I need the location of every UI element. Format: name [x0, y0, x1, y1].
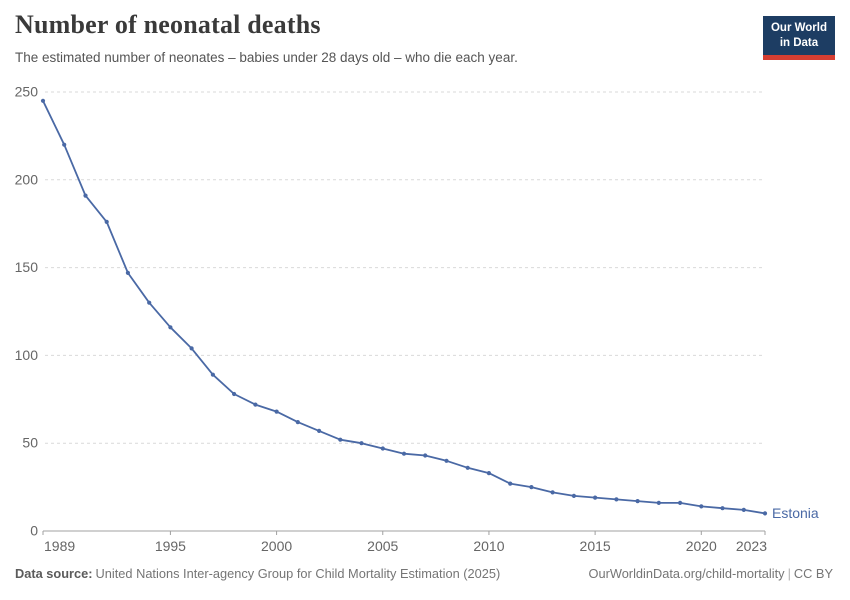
- data-point: [614, 497, 619, 502]
- data-point: [550, 490, 555, 495]
- data-point: [423, 453, 428, 458]
- data-source-text: United Nations Inter-agency Group for Ch…: [95, 566, 501, 581]
- estonia-line: [42, 100, 766, 515]
- footer-separator: |: [787, 566, 791, 581]
- data-point: [571, 493, 577, 498]
- data-point: [401, 451, 407, 456]
- owid-logo-line1: Our World: [770, 22, 827, 34]
- data-point: [635, 499, 640, 504]
- data-point: [508, 481, 513, 486]
- footer-links: OurWorldinData.org/child-mortality | CC BY: [589, 566, 833, 581]
- data-point: [444, 458, 449, 463]
- owid-logo-line2: in Data: [779, 36, 819, 49]
- y-tick-label: 250: [15, 84, 39, 100]
- chart-subtitle: The estimated number of neonates – babie…: [15, 50, 518, 65]
- y-tick-label: 50: [22, 435, 38, 451]
- data-point: [380, 446, 385, 451]
- x-tick-label: 2005: [367, 538, 398, 554]
- data-point: [125, 270, 130, 275]
- page-title: Number of neonatal deaths: [15, 10, 321, 39]
- x-tick-label: 2010: [473, 538, 504, 554]
- x-tick-label: 2020: [686, 538, 717, 554]
- data-point: [210, 372, 215, 377]
- x-tick-label: 1995: [155, 538, 186, 554]
- y-tick-label: 100: [15, 347, 39, 363]
- data-point: [274, 409, 279, 414]
- data-point: [295, 420, 300, 425]
- owid-logo[interactable]: Our World in Data: [762, 16, 835, 60]
- x-tick-label: 2015: [580, 538, 611, 554]
- data-point: [465, 465, 470, 470]
- data-point: [40, 98, 46, 103]
- y-tick-label: 150: [15, 259, 39, 275]
- data-point: [168, 325, 173, 330]
- x-tick-label: 2023: [736, 538, 767, 554]
- data-point: [147, 300, 152, 305]
- data-point: [593, 495, 598, 500]
- data-source-label: Data source:: [15, 566, 93, 581]
- data-point: [741, 507, 746, 512]
- data-point: [678, 500, 683, 505]
- x-tick-label: 2000: [261, 538, 292, 554]
- data-point: [338, 437, 343, 442]
- x-tick-label: 1989: [44, 538, 75, 554]
- chart-header: Number of neonatal deaths The estimated …: [15, 10, 518, 65]
- data-point: [762, 511, 768, 516]
- data-point: [699, 504, 704, 509]
- footer-link[interactable]: OurWorldinData.org/child-mortality: [588, 566, 785, 581]
- data-point: [720, 506, 725, 511]
- data-point: [253, 402, 258, 407]
- data-point: [656, 500, 661, 505]
- data-point: [529, 485, 534, 490]
- data-point: [359, 441, 364, 446]
- data-point: [62, 142, 67, 147]
- data-point: [486, 471, 491, 476]
- data-point: [189, 346, 194, 351]
- data-point: [317, 428, 322, 433]
- data-source: Data source: United Nations Inter-agency …: [15, 566, 500, 581]
- chart-footer: Data source: United Nations Inter-agency …: [15, 566, 833, 581]
- data-point: [232, 391, 237, 397]
- y-tick-label: 0: [30, 523, 38, 539]
- license-badge: CC BY: [793, 566, 833, 581]
- data-point: [104, 219, 109, 224]
- y-tick-label: 200: [15, 171, 39, 187]
- data-point: [83, 193, 88, 198]
- line-chart: 0 50 100 150 200 250 1989 1995 2000 2005 2010 2015 2…: [15, 84, 819, 555]
- entity-label: Estonia: [772, 505, 819, 521]
